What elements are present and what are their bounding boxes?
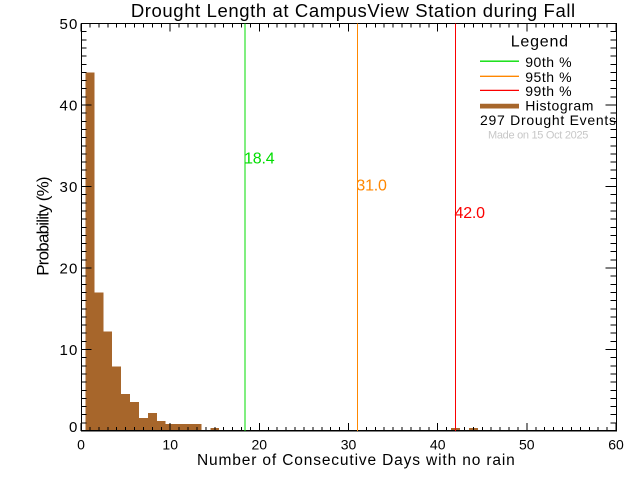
svg-text:Probability (%): Probability (%) bbox=[34, 177, 53, 276]
svg-text:Made on 15 Oct 2025: Made on 15 Oct 2025 bbox=[488, 130, 588, 142]
svg-text:10: 10 bbox=[162, 437, 178, 453]
svg-text:31.0: 31.0 bbox=[356, 177, 387, 194]
svg-text:0: 0 bbox=[77, 437, 85, 453]
svg-text:0: 0 bbox=[69, 419, 79, 436]
svg-text:50: 50 bbox=[60, 16, 79, 33]
svg-text:40: 40 bbox=[430, 437, 446, 453]
svg-text:60: 60 bbox=[608, 437, 624, 453]
svg-text:Histogram: Histogram bbox=[525, 98, 594, 114]
svg-text:30: 30 bbox=[60, 179, 79, 196]
svg-text:10: 10 bbox=[60, 342, 79, 359]
svg-text:20: 20 bbox=[252, 437, 268, 453]
svg-text:95th %: 95th % bbox=[525, 69, 572, 85]
svg-text:90th %: 90th % bbox=[525, 54, 572, 70]
svg-text:50: 50 bbox=[519, 437, 535, 453]
svg-text:30: 30 bbox=[341, 437, 357, 453]
svg-text:Drought Length at CampusView S: Drought Length at CampusView Station dur… bbox=[131, 0, 576, 21]
svg-text:42.0: 42.0 bbox=[455, 205, 486, 222]
svg-text:Legend: Legend bbox=[511, 34, 569, 51]
svg-text:18.4: 18.4 bbox=[244, 150, 275, 167]
svg-text:297 Drought Events: 297 Drought Events bbox=[480, 112, 617, 128]
svg-text:40: 40 bbox=[60, 97, 79, 114]
svg-text:Number of Consecutive Days wit: Number of Consecutive Days with no rain bbox=[197, 452, 516, 469]
svg-text:20: 20 bbox=[60, 260, 79, 277]
svg-text:99th %: 99th % bbox=[525, 83, 572, 99]
